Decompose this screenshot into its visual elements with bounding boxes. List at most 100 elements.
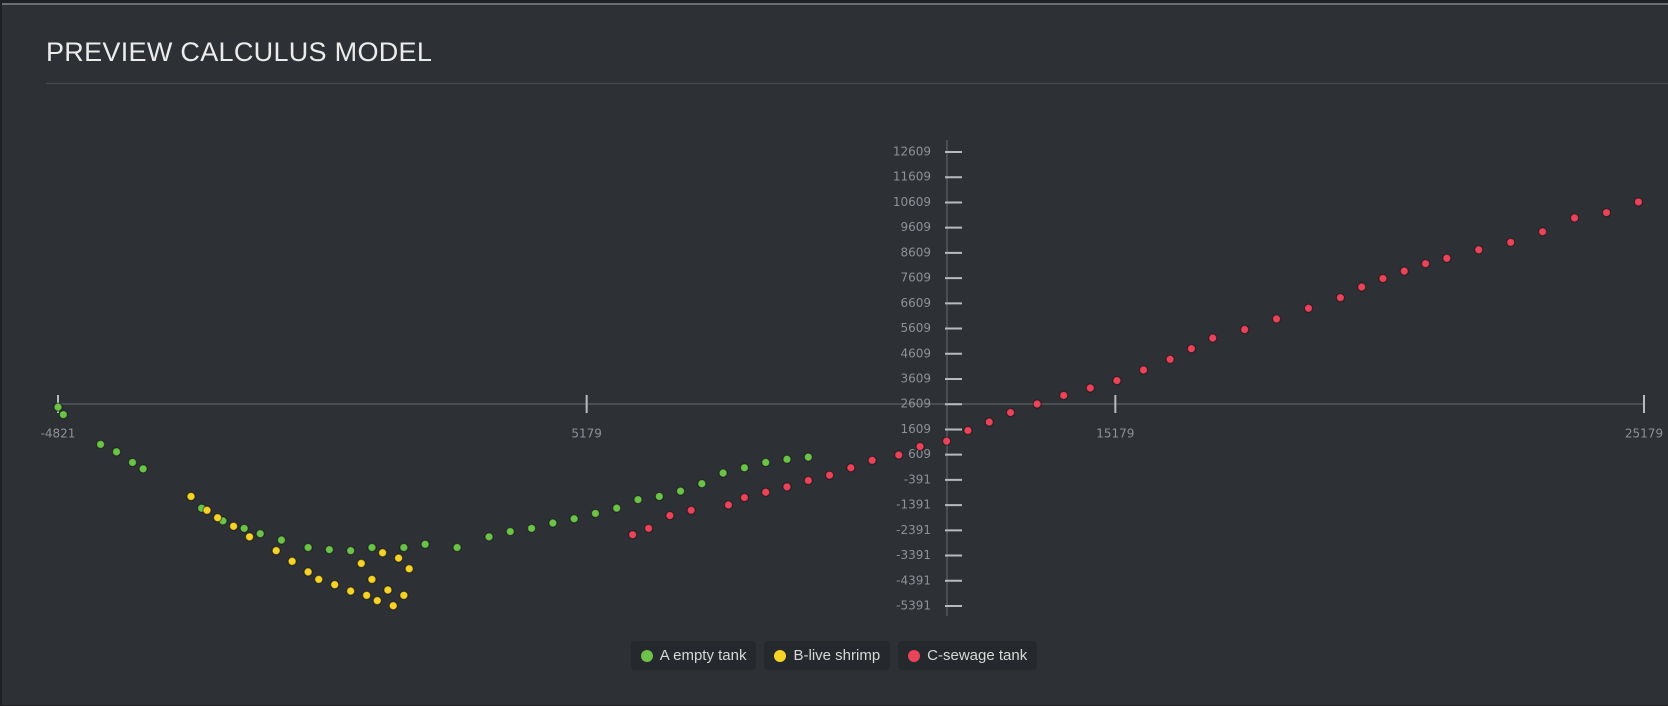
point xyxy=(675,486,686,496)
point xyxy=(255,529,265,539)
y-tick-label: 6609 xyxy=(900,296,931,310)
point xyxy=(330,580,340,590)
y-tick-label: -2391 xyxy=(896,523,931,537)
point xyxy=(383,585,393,595)
point xyxy=(58,409,68,420)
point xyxy=(324,545,334,555)
point xyxy=(782,454,792,464)
point xyxy=(484,532,494,542)
point xyxy=(239,523,249,533)
point xyxy=(228,521,239,531)
legend-label: B-live shrimp xyxy=(793,647,881,664)
point xyxy=(404,564,414,574)
point xyxy=(1601,208,1612,218)
point xyxy=(399,542,409,553)
x-tick-label: -4821 xyxy=(41,427,76,441)
y-tick-label: 7609 xyxy=(900,271,931,285)
point xyxy=(1378,273,1388,284)
y-tick-label: 5609 xyxy=(900,321,931,335)
point xyxy=(127,457,138,468)
legend-item[interactable]: B-live shrimp xyxy=(764,641,891,670)
point xyxy=(271,546,281,556)
point xyxy=(984,417,994,427)
point xyxy=(95,439,106,449)
x-tick-label: 15179 xyxy=(1096,427,1134,441)
point xyxy=(739,492,750,503)
point xyxy=(803,452,813,462)
point xyxy=(697,479,707,489)
point xyxy=(628,530,638,540)
point xyxy=(1538,227,1548,237)
point xyxy=(367,574,377,584)
point xyxy=(1442,253,1452,263)
legend-swatch xyxy=(774,649,787,662)
y-tick-label: 3609 xyxy=(900,372,931,386)
series-points xyxy=(628,197,1643,540)
point xyxy=(1474,245,1484,255)
point xyxy=(723,500,734,510)
point xyxy=(1335,293,1345,303)
point xyxy=(718,468,728,478)
point xyxy=(1186,344,1197,354)
point xyxy=(303,542,313,553)
x-tick-label: 25179 xyxy=(1625,427,1663,441)
series-points xyxy=(53,402,813,556)
y-tick-label: 2609 xyxy=(900,397,931,411)
point xyxy=(362,590,372,600)
point xyxy=(942,436,952,446)
y-tick-label: -5391 xyxy=(896,599,931,613)
point xyxy=(963,425,973,436)
point xyxy=(867,455,877,465)
point xyxy=(824,470,835,480)
point xyxy=(1032,399,1042,409)
point xyxy=(314,574,324,584)
point xyxy=(452,542,462,553)
point xyxy=(1633,197,1643,207)
point xyxy=(1569,213,1580,223)
point xyxy=(803,475,813,486)
point xyxy=(399,590,409,600)
point xyxy=(1112,375,1122,386)
point xyxy=(644,523,654,533)
point xyxy=(420,539,430,549)
y-tick-label: 1609 xyxy=(900,422,931,436)
legend-swatch xyxy=(640,649,653,662)
point xyxy=(202,505,212,515)
point xyxy=(213,513,223,523)
point xyxy=(548,518,558,528)
point xyxy=(1005,407,1016,418)
point xyxy=(1399,266,1409,276)
y-tick-label: -391 xyxy=(904,472,931,486)
point xyxy=(915,441,925,452)
point xyxy=(186,491,196,502)
point xyxy=(1138,365,1149,375)
point xyxy=(590,508,601,519)
point xyxy=(111,447,122,457)
y-tick-label: 10609 xyxy=(893,195,931,209)
point xyxy=(138,464,148,474)
point xyxy=(1085,383,1095,393)
point xyxy=(303,567,313,577)
point xyxy=(346,586,356,596)
point xyxy=(388,601,398,611)
point xyxy=(1357,282,1367,292)
point xyxy=(244,532,255,542)
y-tick-label: -3391 xyxy=(896,548,931,562)
point xyxy=(276,535,287,545)
point xyxy=(1165,354,1175,364)
y-tick-label: -1391 xyxy=(896,498,931,512)
point xyxy=(612,503,622,513)
point xyxy=(378,548,388,558)
point xyxy=(761,487,771,497)
legend: A empty tank B-live shrimp C-sewage tank xyxy=(0,641,1668,670)
y-tick-label: 8609 xyxy=(900,245,931,259)
point xyxy=(633,495,643,505)
panel-title: PREVIEW CALCULUS MODEL xyxy=(46,37,433,67)
legend-item[interactable]: A empty tank xyxy=(630,641,757,670)
y-tick-label: 9609 xyxy=(900,220,931,234)
y-tick-label: 609 xyxy=(908,447,931,461)
legend-item[interactable]: C-sewage tank xyxy=(898,641,1038,670)
point xyxy=(894,450,904,460)
